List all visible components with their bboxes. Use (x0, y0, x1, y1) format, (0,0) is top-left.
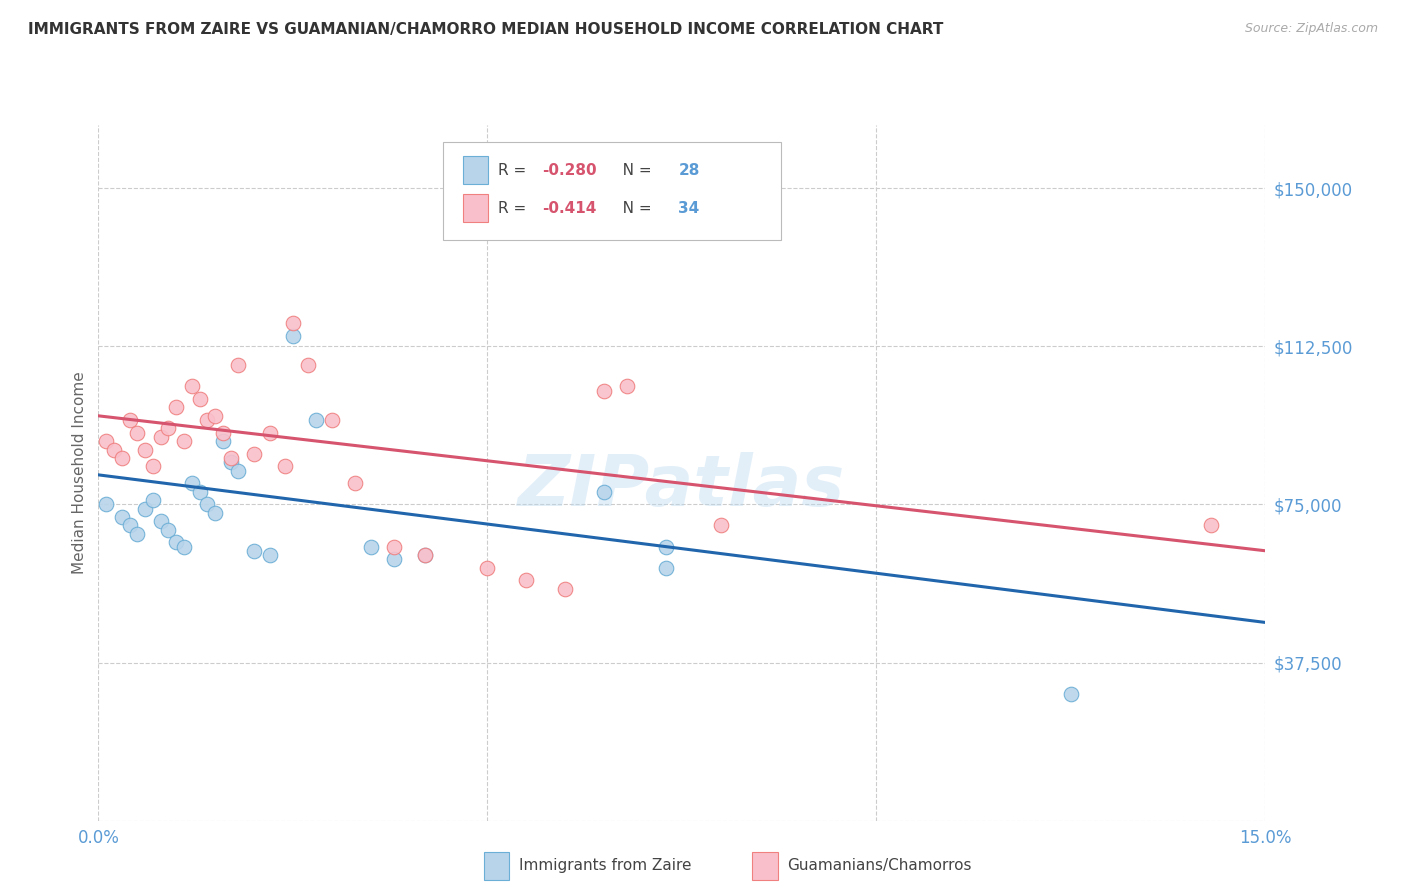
Point (477, 560, 499, 574)
Point (165, 401, 187, 415)
Point (413, 548, 436, 562)
Point (142, 459, 165, 474)
Y-axis label: Median Household Income: Median Household Income (72, 371, 87, 574)
Point (180, 379, 202, 393)
Point (228, 358, 250, 372)
FancyBboxPatch shape (463, 194, 488, 222)
Text: R =: R = (498, 201, 530, 216)
FancyBboxPatch shape (484, 852, 509, 880)
Point (103, 442, 125, 457)
Text: N =: N = (609, 201, 657, 216)
Point (204, 409, 226, 423)
Point (281, 316, 304, 330)
Point (96, 497, 118, 511)
Point (382, 552, 405, 566)
Text: Source: ZipAtlas.com: Source: ZipAtlas.com (1244, 22, 1378, 36)
Point (243, 543, 266, 558)
Text: N =: N = (609, 162, 657, 178)
Point (111, 510, 134, 524)
Text: IMMIGRANTS FROM ZAIRE VS GUAMANIAN/CHAMORRO MEDIAN HOUSEHOLD INCOME CORRELATION : IMMIGRANTS FROM ZAIRE VS GUAMANIAN/CHAMO… (28, 22, 943, 37)
Point (593, 384, 616, 398)
Text: 28: 28 (679, 162, 700, 178)
Point (259, 548, 281, 562)
Text: -0.280: -0.280 (541, 162, 596, 178)
Point (382, 540, 405, 554)
Point (515, 574, 537, 588)
Point (616, 379, 638, 393)
Point (413, 548, 436, 562)
Point (180, 476, 202, 491)
FancyBboxPatch shape (443, 142, 782, 240)
Point (111, 450, 134, 465)
Point (118, 518, 141, 533)
Point (243, 447, 266, 461)
Point (195, 497, 218, 511)
Point (297, 358, 319, 372)
Point (157, 523, 180, 537)
Point (149, 514, 172, 528)
Point (281, 328, 304, 343)
Point (204, 506, 226, 520)
Point (593, 484, 616, 499)
Point (1060, 687, 1083, 701)
Point (655, 540, 678, 554)
Point (134, 442, 156, 457)
Text: 34: 34 (679, 201, 700, 216)
Point (305, 413, 328, 427)
Text: -0.414: -0.414 (541, 201, 596, 216)
Point (127, 527, 149, 541)
Text: Immigrants from Zaire: Immigrants from Zaire (519, 858, 690, 873)
Point (360, 540, 382, 554)
Point (655, 560, 678, 574)
Point (219, 455, 242, 469)
Point (321, 413, 343, 427)
Point (554, 582, 576, 596)
Point (274, 459, 297, 474)
Point (173, 540, 195, 554)
Text: Guamanians/Chamorros: Guamanians/Chamorros (787, 858, 972, 873)
Point (134, 501, 156, 516)
Text: R =: R = (498, 162, 530, 178)
Point (259, 425, 281, 440)
Point (173, 434, 195, 449)
FancyBboxPatch shape (463, 156, 488, 184)
Point (127, 425, 149, 440)
Point (219, 450, 242, 465)
Point (118, 413, 141, 427)
Point (142, 493, 165, 508)
Point (1199, 518, 1222, 533)
Point (188, 484, 211, 499)
Point (149, 430, 172, 444)
Point (96, 434, 118, 449)
Point (228, 464, 250, 478)
Point (212, 434, 235, 449)
Point (195, 413, 218, 427)
Point (344, 476, 367, 491)
Point (212, 425, 235, 440)
Text: ZIPatlas: ZIPatlas (519, 452, 845, 521)
Point (710, 518, 733, 533)
FancyBboxPatch shape (752, 852, 778, 880)
Point (165, 535, 187, 549)
Point (157, 421, 180, 435)
Point (188, 392, 211, 406)
